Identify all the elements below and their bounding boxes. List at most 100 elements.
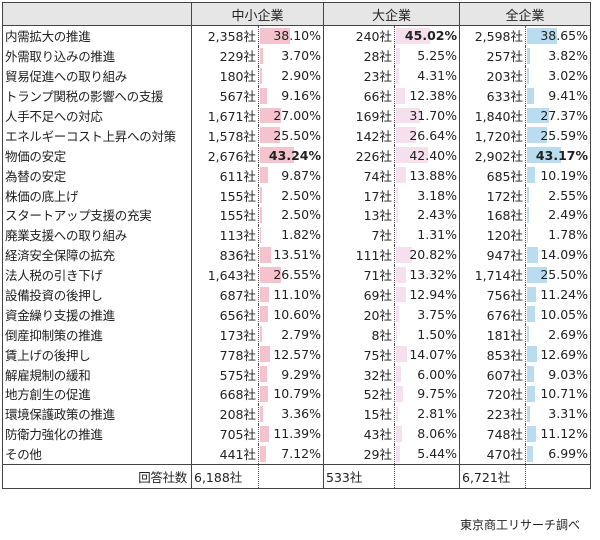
table-row: 為替の安定 611社 9.87% 74社 13.88% 685社 10.19% xyxy=(2,165,591,186)
count-cell: 75社 xyxy=(323,344,395,365)
data-bar xyxy=(396,167,407,184)
percent-value: 2.81% xyxy=(417,406,457,422)
total-row: 回答社数 6,188社 533社 6,721社 xyxy=(2,463,591,489)
data-bar xyxy=(396,28,430,44)
percent-cell: 25.59% xyxy=(525,125,591,146)
data-bar xyxy=(396,266,407,283)
table-row: その他 441社 7.12% 29社 5.44% 470社 6.99% xyxy=(2,443,591,465)
percent-cell: 9.41% xyxy=(525,85,591,106)
percent-value: 9.03% xyxy=(548,366,588,382)
table-row: 賃上げの後押し 778社 12.57% 75社 14.07% 853社 12.69% xyxy=(2,344,591,365)
data-bar xyxy=(260,28,290,44)
percent-value: 43.24% xyxy=(268,147,321,163)
percent-value: 9.16% xyxy=(281,88,321,104)
data-bar xyxy=(527,366,535,383)
percent-cell: 10.05% xyxy=(525,304,591,325)
count-cell: 720社 xyxy=(459,384,526,404)
data-bar xyxy=(260,67,263,84)
data-bar xyxy=(396,286,406,303)
percent-cell: 1.82% xyxy=(258,224,324,245)
percent-cell: 38.10% xyxy=(258,25,324,46)
count-cell: 756社 xyxy=(459,284,526,305)
percent-value: 1.31% xyxy=(417,227,457,243)
percent-cell: 4.31% xyxy=(394,65,460,86)
percent-value: 11.39% xyxy=(273,426,321,442)
percent-value: 3.82% xyxy=(548,48,588,64)
percent-value: 12.69% xyxy=(540,346,588,362)
percent-value: 25.50% xyxy=(540,267,588,283)
data-bar xyxy=(396,346,407,363)
percent-cell: 11.24% xyxy=(525,284,591,305)
percent-cell: 10.71% xyxy=(525,384,591,404)
survey-table: 中小企業 大企業 全企業 内需拡大の推進 2,358社 38.10% 240社 45.0… xyxy=(2,2,591,489)
count-cell: 668社 xyxy=(191,384,259,404)
percent-value: 3.36% xyxy=(281,406,321,422)
count-cell: 32社 xyxy=(323,364,395,385)
count-cell: 181社 xyxy=(459,324,526,345)
percent-value: 11.24% xyxy=(540,287,588,303)
percent-value: 31.70% xyxy=(409,108,457,123)
table-row: 地方創生の促進 668社 10.79% 52社 9.75% 720社 10.71% xyxy=(2,384,591,404)
percent-cell: 12.94% xyxy=(394,284,460,305)
percent-cell: 11.39% xyxy=(258,423,324,444)
count-cell: 23社 xyxy=(323,65,395,86)
data-bar xyxy=(527,246,539,263)
percent-cell: 2.81% xyxy=(394,403,460,424)
source-note: 東京商工リサーチ調べ xyxy=(459,518,580,532)
data-bar xyxy=(527,386,536,402)
data-bar xyxy=(527,306,535,323)
data-bar xyxy=(396,207,398,223)
table-row: 貿易促進への取り組み 180社 2.90% 23社 4.31% 203社 3.02% xyxy=(2,65,591,86)
row-label: 環境保護政策の推進 xyxy=(2,403,192,424)
percent-value: 2.43% xyxy=(417,207,457,223)
count-cell: 226社 xyxy=(323,145,395,166)
percent-cell: 1.78% xyxy=(525,224,591,245)
data-bar xyxy=(260,286,269,303)
percent-cell: 6.99% xyxy=(525,443,591,465)
table-row: エネルギーコスト上昇への対策 1,578社 25.50% 142社 26.64% 1,72… xyxy=(2,125,591,146)
percent-value: 10.79% xyxy=(273,386,321,402)
data-bar xyxy=(260,207,262,223)
percent-value: 13.88% xyxy=(409,167,457,183)
percent-cell: 27.00% xyxy=(258,105,324,126)
percent-cell: 38.65% xyxy=(525,25,591,46)
percent-cell: 43.24% xyxy=(258,145,324,166)
row-label: 解雇規制の緩和 xyxy=(2,364,192,385)
count-cell: 2,676社 xyxy=(191,145,259,166)
count-cell: 1,671社 xyxy=(191,105,259,126)
count-cell: 15社 xyxy=(323,403,395,424)
count-cell: 43社 xyxy=(323,423,395,444)
survey-table-container: 中小企業 大企業 全企業 内需拡大の推進 2,358社 38.10% 240社 45.0… xyxy=(2,2,591,489)
percent-value: 10.60% xyxy=(273,306,321,322)
percent-value: 3.31% xyxy=(548,406,588,422)
count-cell: 229社 xyxy=(191,45,259,66)
data-bar xyxy=(527,187,529,204)
data-bar xyxy=(260,425,269,442)
table-row: 倒産抑制策の推進 173社 2.79% 8社 1.50% 181社 2.69% xyxy=(2,324,591,345)
table-row: 設備投資の後押し 687社 11.10% 69社 12.94% 756社 11.24% xyxy=(2,284,591,305)
data-bar xyxy=(527,445,533,462)
total-empty xyxy=(258,463,324,489)
count-cell: 29社 xyxy=(323,443,395,465)
percent-cell: 12.69% xyxy=(525,344,591,365)
data-bar xyxy=(260,346,270,363)
data-bar xyxy=(260,326,263,343)
row-label: スタートアップ支援の充実 xyxy=(2,205,192,225)
percent-value: 27.37% xyxy=(540,108,588,123)
table-row: 資金繰り支援の推進 656社 10.60% 20社 3.75% 676社 10.05% xyxy=(2,304,591,325)
total-label: 回答社数 xyxy=(2,463,192,489)
count-cell: 836社 xyxy=(191,244,259,265)
data-bar xyxy=(260,87,268,104)
count-cell: 17社 xyxy=(323,185,395,206)
percent-value: 11.10% xyxy=(273,287,321,303)
percent-value: 3.02% xyxy=(548,68,588,84)
table-row: 外需取り込みの推進 229社 3.70% 28社 5.25% 257社 3.82% xyxy=(2,45,591,66)
data-bar xyxy=(396,246,412,263)
count-cell: 567社 xyxy=(191,85,259,106)
count-cell: 687社 xyxy=(191,284,259,305)
percent-value: 5.25% xyxy=(417,48,457,64)
data-bar xyxy=(396,445,401,462)
count-cell: 778社 xyxy=(191,344,259,365)
count-cell: 208社 xyxy=(191,403,259,424)
data-bar xyxy=(260,127,281,144)
